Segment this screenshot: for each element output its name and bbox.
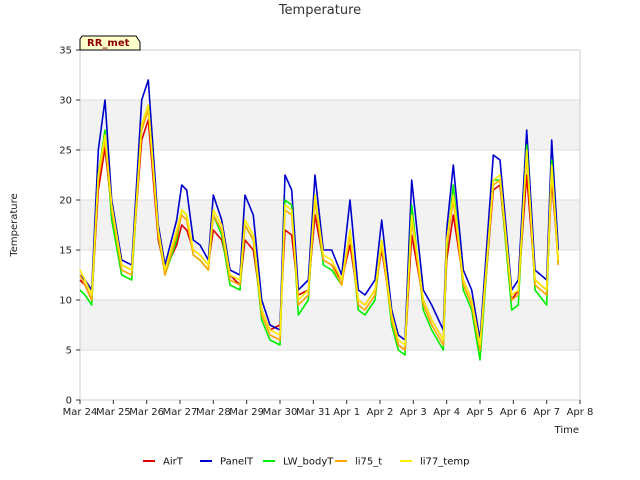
legend-label: LW_bodyT — [283, 457, 334, 468]
x-tick-label: Mar 26 — [129, 407, 164, 418]
plot-band — [80, 50, 580, 100]
x-tick-label: Apr 4 — [433, 407, 460, 418]
x-axis-title: Time — [554, 425, 579, 436]
site-badge-label: RR_met — [87, 38, 130, 49]
y-tick-label: 0 — [66, 396, 72, 407]
x-tick-label: Mar 30 — [263, 407, 298, 418]
plot-band — [80, 300, 580, 350]
legend-label: li77_temp — [420, 457, 469, 468]
y-tick-label: 20 — [59, 196, 72, 207]
series-line-li77_temp — [79, 104, 560, 346]
x-tick-label: Mar 28 — [196, 407, 231, 418]
legend-label: PanelT — [220, 457, 254, 468]
legend-item-LW_bodyT: LW_bodyT — [263, 457, 334, 468]
y-tick-label: 15 — [59, 246, 72, 257]
legend-item-li77_temp: li77_temp — [400, 457, 469, 468]
x-tick-label: Apr 1 — [333, 407, 360, 418]
x-tick-label: Mar 25 — [96, 407, 131, 418]
x-tick-label: Apr 8 — [567, 407, 594, 418]
x-tick-label: Apr 3 — [400, 407, 427, 418]
y-tick-label: 10 — [59, 296, 72, 307]
plot-band — [80, 350, 580, 400]
y-tick-label: 35 — [59, 46, 72, 57]
legend: AirT PanelT LW_bodyT li75_t li77_temp — [143, 457, 469, 468]
plot-band — [80, 200, 580, 250]
legend-item-AirT: AirT — [143, 457, 184, 468]
legend-label: AirT — [163, 457, 184, 468]
y-axis-title: Temperature — [9, 193, 20, 257]
y-tick-label: 25 — [59, 146, 72, 157]
x-tick-label: Mar 24 — [63, 407, 98, 418]
series-line-li75_t — [79, 109, 560, 351]
x-tick-label: Apr 2 — [367, 407, 394, 418]
site-badge: RR_met — [79, 35, 141, 51]
y-tick-label: 30 — [59, 96, 72, 107]
y-axis-ticks: 0 5 10 15 20 25 30 35 — [59, 46, 80, 407]
x-tick-label: Mar 29 — [229, 407, 264, 418]
plot-background-bands — [80, 50, 580, 400]
x-tick-label: Mar 31 — [296, 407, 331, 418]
x-tick-label: Mar 27 — [163, 407, 198, 418]
plot-band — [80, 250, 580, 300]
legend-item-li75_t: li75_t — [335, 457, 382, 468]
y-tick-label: 5 — [66, 346, 72, 357]
x-tick-label: Apr 5 — [467, 407, 494, 418]
chart-title: Temperature — [278, 3, 361, 18]
x-tick-label: Apr 7 — [533, 407, 560, 418]
legend-label: li75_t — [355, 457, 382, 468]
x-tick-label: Apr 6 — [500, 407, 527, 418]
plot-frame — [79, 49, 581, 401]
legend-item-PanelT: PanelT — [200, 457, 254, 468]
plot-band — [80, 100, 580, 150]
series-lines — [79, 79, 560, 361]
